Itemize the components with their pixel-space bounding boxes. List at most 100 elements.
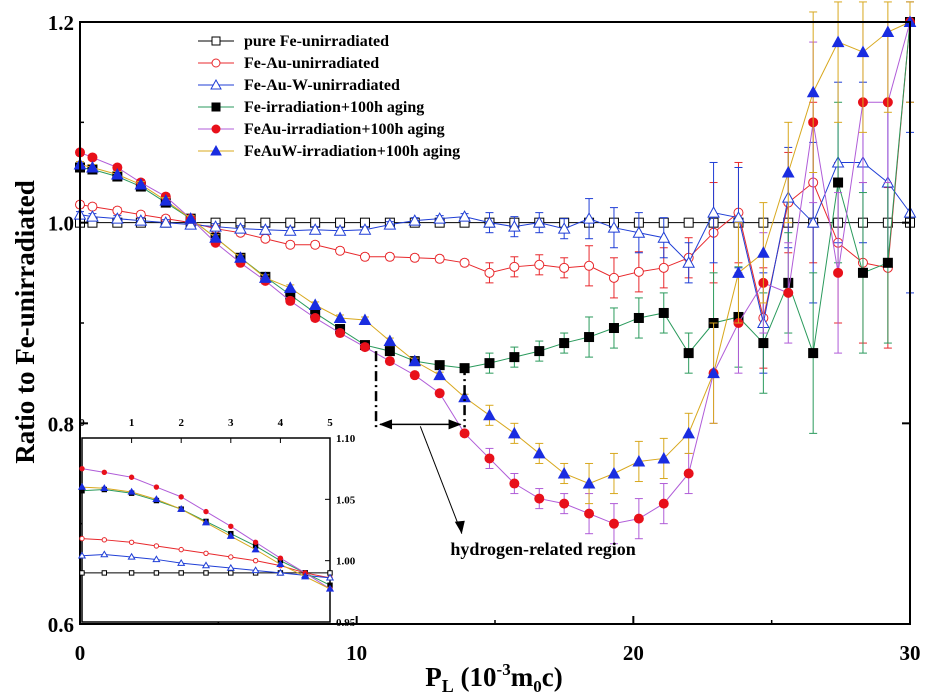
- data-point: [484, 358, 495, 369]
- data-point: [483, 216, 496, 228]
- data-point: [658, 307, 669, 318]
- data-point: [325, 584, 335, 592]
- data-point: [434, 360, 445, 371]
- data-point: [608, 272, 619, 283]
- data-point: [458, 390, 471, 403]
- legend-label: FeAu-irradiation+100h aging: [244, 121, 445, 138]
- data-point: [228, 554, 234, 560]
- inset-x-tick-label: 3: [228, 417, 234, 429]
- data-point: [584, 260, 595, 271]
- data-point: [657, 451, 671, 464]
- y-tick-label: 0.6: [48, 613, 74, 637]
- data-point: [732, 266, 745, 278]
- data-point: [252, 539, 259, 545]
- data-point: [808, 348, 819, 359]
- data-point: [87, 201, 98, 212]
- data-point: [358, 223, 372, 235]
- data-point: [201, 518, 211, 526]
- legend-item: pure Fe-unirradiated: [198, 33, 389, 50]
- data-point: [534, 346, 545, 357]
- data-point: [732, 211, 745, 223]
- data-point: [283, 224, 297, 236]
- data-point: [184, 212, 198, 224]
- data-point: [101, 537, 108, 543]
- data-point: [134, 178, 148, 190]
- data-point: [77, 482, 87, 490]
- data-point: [434, 388, 445, 399]
- inset-plot-area: 0 1 2 3 4 5 0.95 1.00 1.05 1.10: [77, 417, 356, 629]
- inset-frame: [81, 437, 331, 623]
- data-point: [152, 555, 161, 563]
- data-point: [228, 570, 234, 576]
- annotations: hydrogen-related region: [374, 351, 636, 559]
- data-point: [459, 428, 470, 439]
- legend: pure Fe-unirradiated Fe-Au-unirradiated Fe…: [198, 33, 460, 160]
- data-point: [383, 334, 397, 347]
- data-point: [781, 165, 795, 178]
- data-point: [632, 226, 646, 238]
- data-point: [86, 210, 99, 222]
- data-point: [658, 262, 669, 273]
- data-point: [409, 370, 420, 381]
- data-point: [483, 408, 496, 421]
- data-point: [335, 328, 346, 339]
- data-point: [210, 144, 222, 156]
- data-point: [333, 224, 347, 236]
- data-point: [203, 570, 209, 576]
- data-point: [607, 466, 621, 479]
- data-point: [508, 426, 521, 439]
- data-point: [276, 568, 285, 576]
- legend-label: Fe-Au-unirradiated: [244, 55, 379, 72]
- data-point: [153, 543, 160, 549]
- data-point: [100, 484, 109, 491]
- data-point: [434, 253, 445, 264]
- data-point: [534, 493, 545, 504]
- data-point: [508, 220, 521, 232]
- inset-x-tick-label: 2: [178, 417, 184, 429]
- data-point: [582, 476, 596, 489]
- data-point: [211, 124, 221, 134]
- data-point: [458, 210, 471, 222]
- data-point: [177, 558, 186, 566]
- data-point: [384, 346, 395, 357]
- data-point: [252, 557, 259, 564]
- data-point: [509, 261, 520, 272]
- data-point: [509, 478, 520, 489]
- x-title-unit: (10: [454, 662, 497, 692]
- data-point: [283, 281, 297, 293]
- data-point: [285, 295, 296, 306]
- data-point: [783, 287, 794, 298]
- data-point: [159, 194, 173, 206]
- data-point: [608, 323, 619, 334]
- data-point: [184, 218, 198, 230]
- data-point: [251, 545, 260, 553]
- data-point: [79, 465, 85, 472]
- y-tick-label: 1.2: [48, 11, 74, 35]
- data-point: [831, 35, 845, 48]
- x-title-sub: L: [442, 676, 454, 694]
- data-point: [234, 251, 247, 263]
- error-bar: [858, 1, 867, 133]
- data-point: [128, 570, 135, 576]
- data-point: [101, 570, 108, 576]
- data-point: [459, 257, 470, 268]
- data-point: [559, 498, 570, 509]
- data-point: [211, 36, 221, 46]
- data-point: [111, 167, 124, 180]
- data-point: [127, 487, 136, 495]
- data-point: [707, 366, 720, 379]
- x-title-m-sub: 0: [533, 677, 542, 694]
- data-point: [806, 85, 820, 98]
- data-point: [484, 453, 495, 464]
- data-point: [159, 216, 173, 228]
- data-point: [259, 223, 272, 235]
- data-point: [833, 267, 844, 278]
- data-point: [177, 504, 186, 512]
- legend-label: FeAuW-irradiation+100h aging: [244, 143, 460, 160]
- x-title-p: P: [425, 662, 442, 692]
- inset-series-5: [77, 482, 335, 592]
- data-point: [209, 231, 222, 243]
- legend-item: FeAuW-irradiation+100h aging: [198, 143, 460, 160]
- data-point: [234, 222, 247, 234]
